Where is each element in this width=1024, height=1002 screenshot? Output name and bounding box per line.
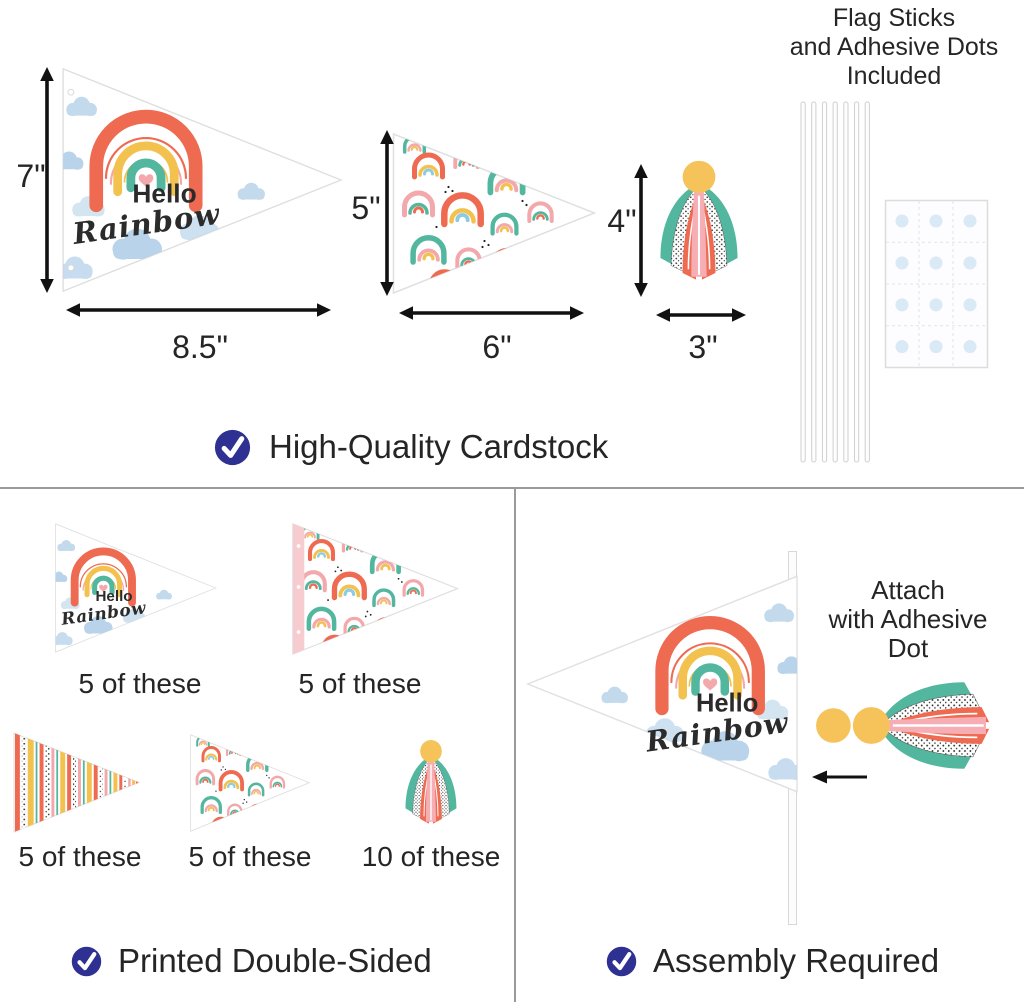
tassel-decoration [646, 158, 752, 290]
width-arrow-medium [399, 306, 584, 320]
included-note-line2: and Adhesive Dots [789, 33, 999, 61]
quantity-label-cloud-flag: 5 of these [78, 668, 202, 699]
quantity-label-rainbow-flag: 5 of these [298, 668, 422, 699]
included-note: Flag Sticks and Adhesive Dots Included [770, 4, 1018, 91]
tassel-with-adhesive-dots [816, 666, 996, 785]
adhesive-dots-sheet [884, 199, 989, 369]
check-icon [214, 429, 251, 466]
attach-note-line3: Dot [887, 633, 929, 663]
tassel-width-label: 3" [688, 329, 718, 365]
attach-direction-arrow [812, 770, 867, 784]
feature-double-sided-label: Printed Double-Sided [118, 942, 432, 979]
feature-double-sided: Printed Double-Sided [71, 942, 432, 980]
large-pennant-flag: Hello Rainbow [62, 68, 342, 292]
feature-assembly: Assembly Required [606, 942, 939, 980]
assembled-flag: Hello Rainbow [527, 575, 798, 793]
attach-note-line2: with Adhesive [828, 604, 988, 634]
cloud-flag-small: Hello Rainbow [55, 523, 217, 653]
striped-flag-small [13, 732, 141, 833]
mini-rainbow-flag [190, 734, 310, 832]
quantity-label-tassels: 10 of these [361, 841, 501, 872]
quantity-label-striped-flag: 5 of these [18, 841, 142, 872]
height-arrow-tassel [634, 164, 648, 297]
mini-tassel [396, 738, 466, 831]
flag-text-hello: Hello [696, 689, 758, 717]
width-arrow-large [66, 303, 331, 317]
large-height-label: 7" [16, 158, 46, 194]
check-icon [71, 946, 102, 977]
attach-note-line1: Attach [871, 575, 945, 605]
medium-pennant-flag [392, 133, 596, 294]
vertical-divider [514, 487, 516, 1002]
large-width-label: 8.5" [172, 329, 228, 365]
adhesive-dot [816, 708, 851, 743]
feature-cardstock-label: High-Quality Cardstock [269, 428, 609, 465]
flag-text-hello: Hello [95, 588, 132, 605]
included-note-line3: Included [846, 62, 942, 90]
flag-text-hello: Hello [132, 178, 196, 208]
medium-height-label: 5" [351, 190, 381, 226]
rainbow-flag-small [292, 523, 459, 655]
flag-sticks [800, 101, 870, 463]
height-arrow-large [40, 67, 54, 293]
included-note-line1: Flag Sticks [832, 4, 956, 32]
feature-assembly-label: Assembly Required [653, 942, 940, 979]
tassel-height-label: 4" [607, 203, 637, 239]
check-icon [606, 946, 637, 977]
height-arrow-medium [380, 130, 394, 296]
attach-note: Attach with Adhesive Dot [818, 576, 998, 663]
horizontal-divider [0, 487, 1024, 489]
quantity-label-mini-rainbow-flag: 5 of these [188, 841, 312, 872]
feature-cardstock: High-Quality Cardstock [214, 428, 608, 466]
width-arrow-tassel [656, 308, 746, 322]
medium-width-label: 6" [482, 329, 512, 365]
